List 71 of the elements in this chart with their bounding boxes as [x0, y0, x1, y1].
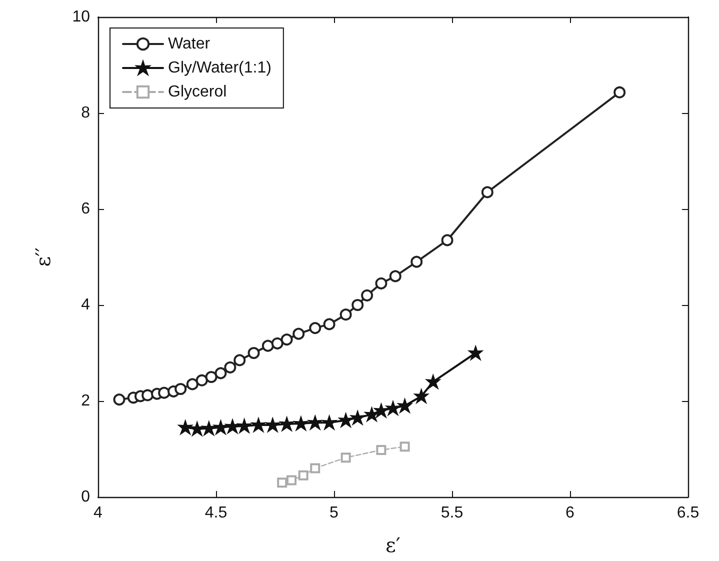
point [186, 378, 198, 390]
y-axis-title: ε′′ [31, 246, 55, 267]
point [298, 470, 308, 480]
point [238, 419, 252, 433]
x-axis-title: ε′ [386, 533, 401, 557]
point [340, 308, 352, 321]
point [365, 408, 379, 422]
y-tick-label: 6 [81, 200, 90, 218]
point [205, 371, 218, 383]
x-tick-label: 5 [330, 504, 339, 522]
y-tick-label: 10 [72, 8, 90, 26]
point [468, 346, 482, 360]
point [340, 452, 351, 463]
point [374, 404, 388, 418]
point [113, 394, 126, 406]
point [350, 411, 364, 425]
point [286, 475, 297, 486]
point [410, 256, 423, 268]
y-tick-label: 8 [81, 104, 90, 122]
point [142, 389, 154, 402]
point [294, 416, 308, 430]
point [352, 299, 364, 311]
point [266, 418, 280, 432]
point [234, 354, 246, 366]
x-tick-label: 6.5 [676, 504, 700, 522]
point [400, 442, 410, 452]
point [196, 374, 208, 386]
legend-label: Gly/Water(1:1) [168, 60, 272, 76]
x-tick-label: 4.5 [204, 504, 228, 522]
point [323, 318, 336, 330]
legend-label: Glycerol [168, 84, 227, 100]
point [309, 322, 322, 334]
point [248, 347, 260, 359]
point [178, 420, 192, 434]
point [280, 417, 294, 431]
point [190, 422, 204, 436]
legend-label: Water [168, 36, 211, 52]
point [414, 389, 428, 403]
point [426, 375, 440, 389]
point [375, 277, 388, 290]
x-tick-label: 5.5 [440, 504, 464, 522]
point [277, 478, 288, 488]
x-tick-label: 4 [94, 504, 103, 522]
point [389, 270, 402, 282]
y-tick-label: 0 [81, 488, 90, 506]
point [214, 367, 227, 380]
point [226, 420, 240, 434]
point [202, 422, 216, 436]
y-tick-label: 4 [81, 296, 90, 314]
point [361, 289, 374, 302]
point [339, 413, 353, 427]
point [386, 401, 400, 415]
point [310, 463, 320, 474]
point [280, 334, 293, 346]
point [214, 420, 228, 434]
point [271, 337, 284, 350]
point [614, 86, 626, 98]
point [322, 416, 336, 430]
point [376, 444, 386, 455]
point [441, 234, 454, 246]
point [481, 186, 494, 198]
point [158, 386, 170, 399]
point [262, 340, 274, 352]
point [252, 418, 266, 432]
point [174, 383, 187, 395]
point [292, 328, 305, 340]
point [398, 399, 412, 413]
x-tick-label: 6 [566, 504, 575, 522]
point [308, 416, 322, 430]
point [224, 361, 236, 374]
y-tick-label: 2 [81, 392, 90, 410]
